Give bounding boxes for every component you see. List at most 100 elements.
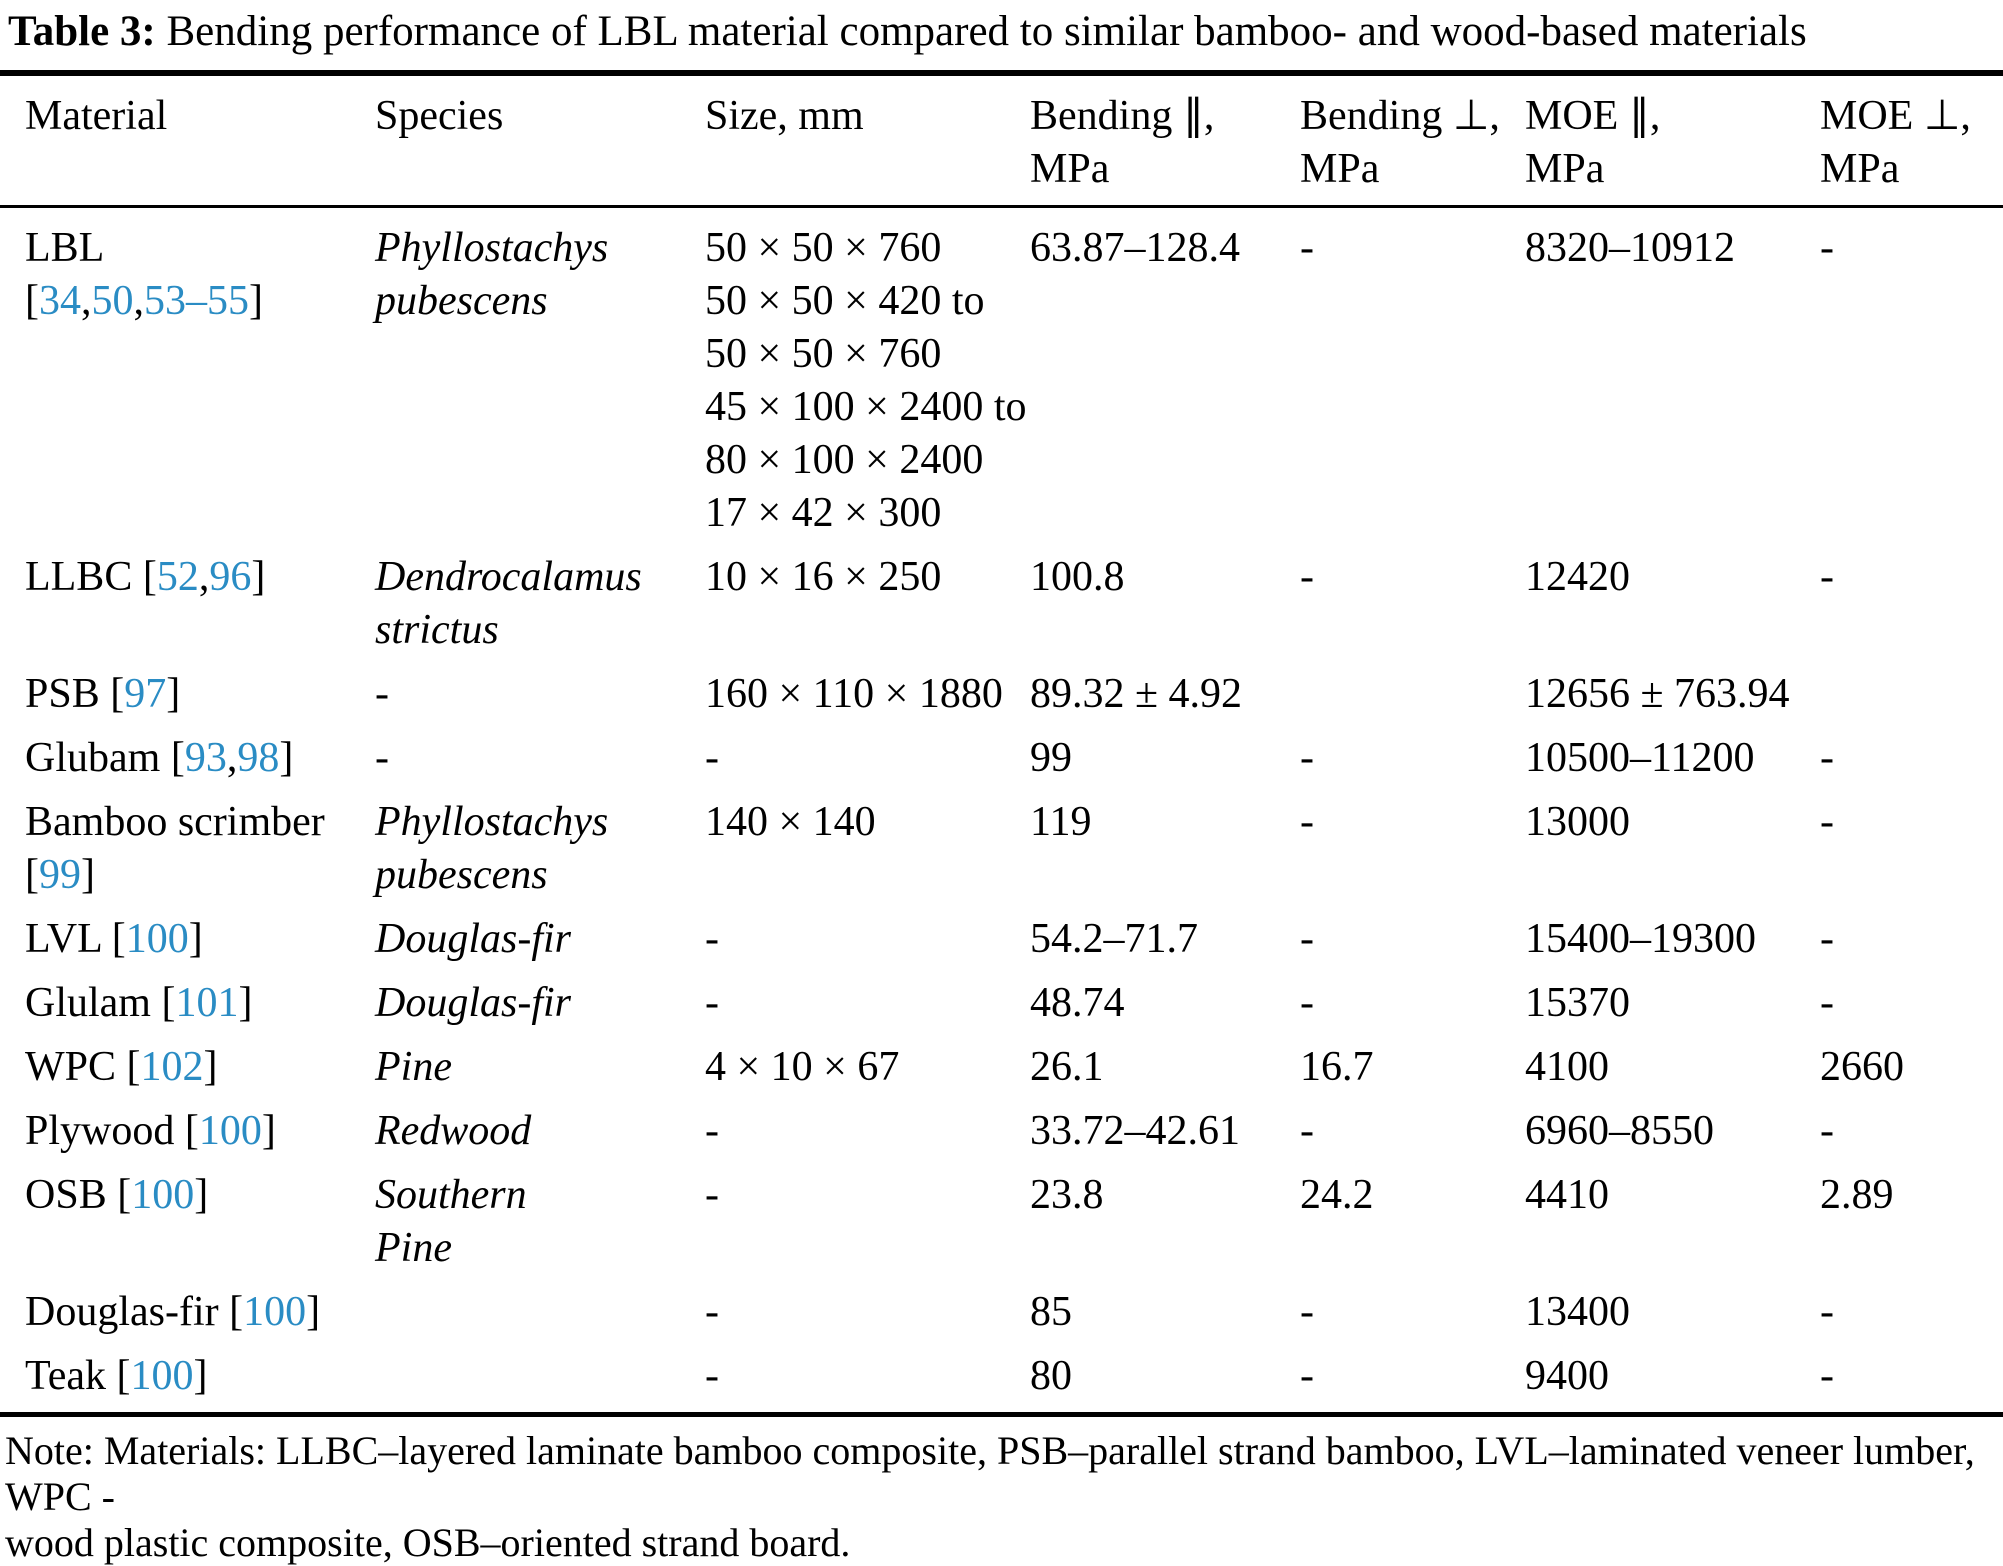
- bending-parallel-cell: 23.8: [1030, 1172, 1104, 1218]
- table-row: Glubam [93,98] - -99-10500–11200-: [0, 721, 2003, 785]
- bending-parallel-cell: 85: [1030, 1289, 1072, 1335]
- table-row: Glulam [101] Douglas-fir -48.74-15370-: [0, 966, 2003, 1030]
- bending-perpendicular-cell: -: [1300, 799, 1314, 845]
- size-cell: -: [705, 902, 1030, 966]
- size-line: 4 × 10 × 67: [705, 1044, 900, 1090]
- moe-perpendicular-cell: -: [1820, 1108, 1834, 1154]
- species-line: Southern: [375, 1172, 527, 1218]
- bending-perpendicular-cell: -: [1300, 1353, 1314, 1399]
- citation-link[interactable]: [97]: [110, 671, 181, 717]
- bending-perpendicular-cell: -: [1300, 735, 1314, 781]
- citation-link[interactable]: [100]: [116, 1353, 208, 1399]
- size-line: 80 × 100 × 2400: [705, 437, 984, 483]
- species-line: Douglas-fir: [375, 916, 572, 962]
- citation-link[interactable]: [99]: [25, 852, 95, 898]
- moe-parallel-cell: 13400: [1525, 1289, 1630, 1335]
- size-line: 50 × 50 × 420 to: [705, 278, 985, 324]
- citation-link[interactable]: [52,96]: [142, 554, 266, 600]
- citation-link[interactable]: [101]: [161, 980, 253, 1026]
- column-header-4: Bending ∥, MPa: [1030, 73, 1300, 208]
- bending-perpendicular-cell: -: [1300, 225, 1314, 271]
- species-cell: Dendrocalamus strictus: [375, 540, 705, 657]
- citation-link[interactable]: [100]: [111, 916, 203, 962]
- size-line: -: [705, 980, 719, 1026]
- table-row: PSB [97] -160 × 110 × 1880 89.32 ± 4.92 126…: [0, 657, 2003, 721]
- species-cell: -: [375, 657, 705, 721]
- table-row: Douglas-fir [100] - 85 - 13400 -: [0, 1275, 2003, 1339]
- citation-link[interactable]: [93,98]: [170, 735, 294, 781]
- size-line: 160 × 110 × 1880: [705, 671, 1003, 717]
- bending-parallel-cell: 80: [1030, 1353, 1072, 1399]
- material-name: OSB: [25, 1172, 107, 1218]
- species-line: Douglas-fir: [375, 980, 572, 1026]
- column-header-3: Size, mm: [705, 73, 1030, 208]
- size-cell: 160 × 110 × 1880: [705, 657, 1030, 721]
- table-title-label: Table 3:: [8, 8, 156, 55]
- species-cell: -: [375, 721, 705, 785]
- material-name: Teak: [25, 1353, 107, 1399]
- table-header: Material Species Size, mm Bending ∥, MPa Bend…: [0, 73, 2003, 208]
- size-cell: 10 × 16 × 250: [705, 540, 1030, 657]
- species-line: Dendrocalamus: [375, 554, 642, 600]
- column-header-2: Species: [375, 73, 705, 208]
- note-line-1: Note: Materials: LLBC–layered laminate b…: [5, 1428, 1975, 1519]
- citation-link[interactable]: [34,50,53–55]: [25, 278, 263, 324]
- size-line: -: [705, 735, 719, 781]
- species-cell: Southern Pine: [375, 1158, 705, 1275]
- data-table: Material Species Size, mm Bending ∥, MPa Bend…: [0, 70, 2003, 1417]
- column-header-1: Material: [0, 73, 375, 208]
- size-line: 50 × 50 × 760: [705, 225, 942, 271]
- bending-perpendicular-cell: [1300, 657, 1525, 721]
- moe-parallel-cell: 13000: [1525, 799, 1630, 845]
- material-name: Glubam: [25, 735, 161, 781]
- bending-perpendicular-cell: -: [1300, 554, 1314, 600]
- material-cell: LVL [100]: [0, 902, 375, 966]
- bending-perpendicular-cell: -: [1300, 1108, 1314, 1154]
- size-cell: -: [705, 1275, 1030, 1339]
- bending-parallel-cell: 119: [1030, 799, 1092, 845]
- material-cell: OSB [100]: [0, 1158, 375, 1275]
- table-row: Teak [100] - 80 - 9400 -: [0, 1339, 2003, 1415]
- moe-perpendicular-cell: 2.89: [1820, 1172, 1894, 1218]
- species-cell: Pine: [375, 1030, 705, 1094]
- note-line-2: wood plastic composite, OSB–oriented str…: [5, 1520, 851, 1565]
- size-line: -: [705, 1108, 719, 1154]
- citation-link[interactable]: [100]: [184, 1108, 276, 1154]
- species-cell: Douglas-fir: [375, 902, 705, 966]
- bending-perpendicular-cell: -: [1300, 1289, 1314, 1335]
- citation-link[interactable]: [102]: [126, 1044, 218, 1090]
- material-name: LLBC: [25, 554, 133, 600]
- moe-perpendicular-cell: -: [1820, 916, 1834, 962]
- citation-link[interactable]: [100]: [117, 1172, 209, 1218]
- material-cell: LBL [34,50,53–55]: [0, 207, 375, 541]
- moe-perpendicular-cell: -: [1820, 799, 1834, 845]
- moe-perpendicular-cell: [1820, 657, 2003, 721]
- species-cell: [375, 1339, 705, 1415]
- moe-perpendicular-cell: -: [1820, 1353, 1834, 1399]
- moe-parallel-cell: 6960–8550: [1525, 1108, 1714, 1154]
- moe-perpendicular-cell: -: [1820, 980, 1834, 1026]
- material-name: LVL: [25, 916, 102, 962]
- bending-parallel-cell: 99: [1030, 735, 1072, 781]
- size-line: 10 × 16 × 250: [705, 554, 942, 600]
- moe-parallel-cell: 4410: [1525, 1172, 1609, 1218]
- table-note: Note: Materials: LLBC–layered laminate b…: [0, 1417, 2003, 1566]
- column-header-5: Bending ⊥, MPa: [1300, 73, 1525, 208]
- table-title: Table 3: Bending performance of LBL mate…: [0, 0, 2003, 58]
- citation-link[interactable]: [100]: [229, 1289, 321, 1335]
- moe-parallel-cell: 4100: [1525, 1044, 1609, 1090]
- column-header-7: MOE ⊥, MPa: [1820, 73, 2003, 208]
- moe-parallel-cell: 10500–11200: [1525, 735, 1755, 781]
- bending-perpendicular-cell: -: [1300, 916, 1314, 962]
- bending-parallel-cell: 26.1: [1030, 1044, 1104, 1090]
- moe-perpendicular-cell: 2660: [1820, 1044, 1904, 1090]
- species-line: strictus: [375, 607, 499, 653]
- material-cell: Teak [100]: [0, 1339, 375, 1415]
- material-name: Douglas-fir: [25, 1289, 219, 1335]
- bending-parallel-cell: 89.32 ± 4.92: [1030, 671, 1243, 717]
- species-line: pubescens: [375, 852, 548, 898]
- size-line: 140 × 140: [705, 799, 876, 845]
- species-cell: Phyllostachys pubescens: [375, 785, 705, 902]
- material-cell: Glulam [101]: [0, 966, 375, 1030]
